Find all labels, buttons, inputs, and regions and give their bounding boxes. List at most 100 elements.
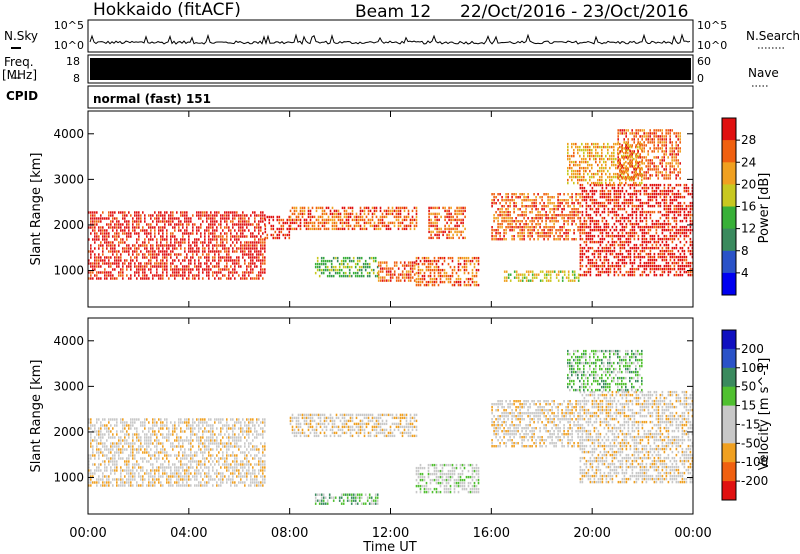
colorbar-tick: -50 [741, 436, 761, 450]
power-band [415, 256, 480, 287]
power-colorbar-label: Power [dB] [757, 173, 772, 244]
power-band [617, 129, 681, 180]
colorbar-tick: 50 [741, 380, 756, 394]
legend-marks [11, 47, 786, 87]
colorbar-swatch [722, 481, 736, 501]
colorbar-tick: 20 [741, 177, 756, 191]
colorbar-swatch [722, 250, 736, 274]
velocity-data [88, 349, 694, 505]
nsky-trace [89, 33, 691, 46]
velocity-colorbar-label: Velocity [m s^-1] [757, 358, 772, 471]
freq-nave-fill [90, 58, 691, 80]
freq-unit: [MHz] [2, 68, 38, 82]
velocity-band [289, 413, 418, 438]
velocity-band [415, 463, 480, 494]
colorbar-swatch [722, 386, 736, 407]
y-tick-label: 2000 [53, 425, 84, 439]
power-ylabel: Slant Range [km] [29, 153, 44, 266]
nsky-label: N.Sky [4, 29, 39, 43]
x-tick-label: 16:00 [473, 526, 510, 541]
colorbar-tick: 15 [741, 399, 756, 413]
colorbar-swatch [722, 162, 736, 185]
y-tick-label: 3000 [53, 379, 84, 393]
power-band [491, 193, 581, 241]
nave-tick-top: 60 [697, 55, 711, 68]
colorbar-tick: 200 [741, 342, 764, 356]
colorbar-swatch [722, 424, 736, 444]
colorbar-swatch [722, 462, 736, 482]
velocity-y-axis: 1000 2000 3000 4000 [53, 334, 693, 485]
y-tick-label: 4000 [53, 334, 84, 348]
colorbar-swatch [722, 140, 736, 163]
y-tick-label: 4000 [53, 127, 84, 141]
freq-nave-panel: 18 8 60 0 [66, 54, 711, 85]
time-axis-label: Time UT [362, 540, 416, 554]
colorbar-tick: 28 [741, 133, 756, 147]
colorbar-swatch [722, 118, 736, 141]
y-tick-label: 1000 [53, 264, 84, 278]
time-axis: 00:00 04:00 08:00 12:00 16:00 20:00 00:00 [69, 111, 712, 541]
power-band [264, 215, 291, 240]
nsky-tick-top: 10^5 [54, 19, 84, 32]
x-tick-label: 20:00 [573, 526, 610, 541]
colorbar-tick: -15 [741, 417, 761, 431]
colorbar-tick: -200 [741, 474, 768, 488]
power-y-axis: 1000 2000 3000 4000 [53, 127, 693, 278]
nave-label: Nave [748, 66, 779, 80]
beam-label: Beam 12 [355, 2, 432, 22]
colorbar-swatch [722, 184, 736, 207]
freq-tick-top: 18 [66, 55, 80, 68]
x-tick-label: 04:00 [170, 526, 207, 541]
nsearch-tick-bottom: 10^0 [697, 39, 727, 52]
x-tick-label: 00:00 [69, 526, 106, 541]
power-band [579, 183, 694, 277]
velocity-band [88, 418, 266, 487]
colorbar-swatch [722, 348, 736, 369]
cpid-text: normal (fast) 151 [93, 92, 211, 106]
colorbar-tick: 8 [741, 244, 749, 258]
colorbar-swatch [722, 405, 736, 425]
velocity-band [314, 493, 379, 505]
nsky-tick-bottom: 10^0 [54, 39, 84, 52]
colorbar-tick: 12 [741, 222, 756, 236]
power-band [503, 270, 580, 282]
velocity-band [491, 400, 581, 448]
colorbar-swatch [722, 443, 736, 463]
freq-tick-bottom: 8 [73, 72, 80, 85]
colorbar-tick: 100 [741, 361, 764, 375]
colorbar-swatch [722, 367, 736, 388]
colorbar-swatch [722, 330, 736, 350]
power-band [567, 142, 643, 185]
x-tick-label: 12:00 [372, 526, 409, 541]
velocity-band [579, 390, 694, 484]
cpid-panel: normal (fast) 151 [87, 85, 694, 109]
nsearch-tick-top: 10^5 [697, 19, 727, 32]
power-band [377, 261, 416, 282]
power-band [428, 206, 466, 240]
x-tick-label: 00:00 [674, 526, 711, 541]
colorbar-tick: 4 [741, 266, 749, 280]
nsky-panel: 10^5 10^0 10^5 10^0 [54, 19, 727, 53]
colorbar-swatch [722, 272, 736, 296]
velocity-ylabel: Slant Range [km] [29, 360, 44, 473]
velocity-colorbar: 200 100 50 15 -15 -50 -100 -200 [721, 329, 768, 501]
freq-label: Freq. [4, 55, 34, 69]
cpid-label: CPID [6, 89, 39, 103]
x-tick-label: 08:00 [271, 526, 308, 541]
power-panel: 1000 2000 3000 4000 Slant Range [km] 28 24 20… [29, 110, 772, 308]
date-range: 22/Oct/2016 - 23/Oct/2016 [460, 2, 689, 22]
colorbar-tick: -100 [741, 455, 768, 469]
power-band [289, 206, 418, 231]
power-data [88, 129, 694, 287]
y-tick-label: 1000 [53, 471, 84, 485]
velocity-band [567, 349, 643, 392]
velocity-panel: 1000 2000 3000 4000 Slant Range [km] 200 100… [29, 317, 772, 515]
colorbar-swatch [722, 206, 736, 230]
nsearch-label: N.Search [746, 29, 800, 43]
y-tick-label: 3000 [53, 172, 84, 186]
power-band [314, 256, 379, 278]
y-tick-label: 2000 [53, 218, 84, 232]
nave-tick-bottom: 0 [697, 72, 704, 85]
power-band [88, 211, 266, 280]
